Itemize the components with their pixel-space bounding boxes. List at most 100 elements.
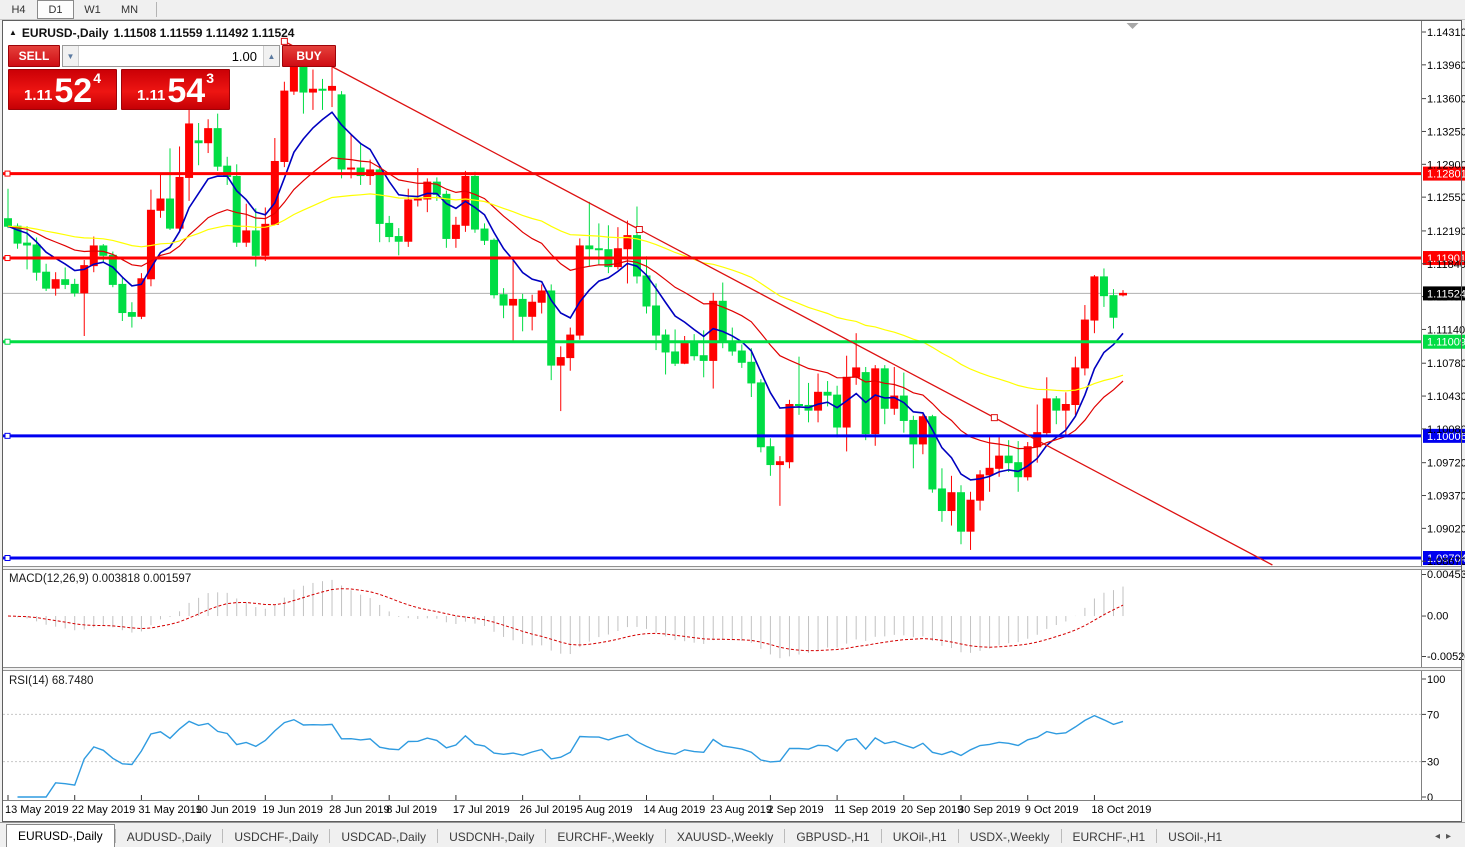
buy-price-main: 54 xyxy=(167,72,206,111)
chart-tab-xauusd-weekly[interactable]: XAUUSD-,Weekly xyxy=(676,830,774,844)
chart-tab-audusd-daily[interactable]: AUDUSD-,Daily xyxy=(126,830,212,844)
candle-body xyxy=(947,492,956,512)
candle-body xyxy=(995,455,1004,469)
date-axis-label[interactable]: 9 Oct 2019 xyxy=(1025,804,1079,816)
trendline-handle[interactable] xyxy=(990,414,998,422)
sell-button[interactable]: SELL xyxy=(8,45,60,67)
rsi-axis-label: 30 xyxy=(1427,757,1439,769)
chart-tab-eurusd-daily[interactable]: EURUSD-,Daily xyxy=(6,824,115,847)
chart-tab-usdchf-daily[interactable]: USDCHF-,Daily xyxy=(234,830,319,844)
date-axis-label[interactable]: 11 Sep 2019 xyxy=(834,804,896,816)
chart-tab-gbpusd-h1[interactable]: GBPUSD-,H1 xyxy=(796,830,870,844)
candle-body xyxy=(394,236,403,242)
rsi-panel[interactable] xyxy=(3,713,1421,798)
date-axis-label[interactable]: 13 May 2019 xyxy=(5,804,69,816)
hline-handle[interactable] xyxy=(4,170,11,177)
candle-body xyxy=(175,176,184,229)
tab-scroll-arrows[interactable]: ◂▸ xyxy=(1435,831,1457,842)
date-axis-label[interactable]: 14 Aug 2019 xyxy=(644,804,706,816)
hline-handle[interactable] xyxy=(4,338,11,345)
hline-handle[interactable] xyxy=(4,255,11,262)
candle-body xyxy=(451,224,460,239)
candle-body xyxy=(232,175,241,243)
chart-tab-ukoil-h1[interactable]: UKOil-,H1 xyxy=(892,830,947,844)
candle-body xyxy=(566,334,575,359)
candle-body xyxy=(499,294,508,306)
chart-tab-usdcad-daily[interactable]: USDCAD-,Daily xyxy=(341,830,427,844)
date-axis-label[interactable]: 5 Aug 2019 xyxy=(577,804,633,816)
price-axis-label: 1.13600 xyxy=(1427,94,1465,106)
current-price-badge xyxy=(1423,286,1465,301)
date-axis-label[interactable]: 10 Jun 2019 xyxy=(196,804,257,816)
candle-body xyxy=(880,368,889,409)
chart-tab-eurchf-weekly[interactable]: EURCHF-,Weekly xyxy=(557,830,654,844)
hline-handle[interactable] xyxy=(4,555,11,562)
symbol-collapse-icon[interactable]: ▲ xyxy=(9,27,17,37)
date-axis-label[interactable]: 26 Jul 2019 xyxy=(520,804,577,816)
buy-button[interactable]: BUY xyxy=(282,45,336,67)
trendline-handle[interactable] xyxy=(635,226,643,234)
trendline-handle[interactable] xyxy=(280,37,288,45)
date-axis-label[interactable]: 20 Sep 2019 xyxy=(901,804,963,816)
candle-body xyxy=(518,298,527,317)
chart-tab-usoil-h1[interactable]: USOil-,H1 xyxy=(1168,830,1223,844)
candle-body xyxy=(766,446,775,466)
candle-body xyxy=(127,312,136,317)
candle-body xyxy=(404,199,413,242)
date-axis-label[interactable]: 18 Oct 2019 xyxy=(1091,804,1151,816)
candle-body xyxy=(194,140,203,144)
date-axis-label[interactable]: 8 Jul 2019 xyxy=(386,804,437,816)
candle-body xyxy=(356,167,365,177)
macd-panel[interactable] xyxy=(7,579,1124,659)
timeframe-button-mn[interactable]: MN xyxy=(120,3,139,16)
buy-price-panel[interactable]: 1.11 54 3 xyxy=(121,69,230,110)
candle-body xyxy=(118,283,127,314)
candle-body xyxy=(594,248,603,251)
candle-body xyxy=(661,334,670,353)
descending-trendline[interactable] xyxy=(284,40,1273,566)
candle-body xyxy=(89,245,98,267)
tab-scroll-right-icon: ▸ xyxy=(1445,831,1457,842)
candle-body xyxy=(413,198,422,201)
date-axis-label[interactable]: 31 May 2019 xyxy=(138,804,202,816)
date-axis-label[interactable]: 22 May 2019 xyxy=(72,804,136,816)
rsi-axis-label: 100 xyxy=(1427,674,1445,686)
rsi-line xyxy=(17,714,1124,798)
timeframe-button-w1[interactable]: W1 xyxy=(84,3,101,16)
date-axis-label[interactable]: 28 Jun 2019 xyxy=(329,804,390,816)
volume-increase-icon[interactable]: ▲ xyxy=(263,46,279,66)
timeframe-button-d1[interactable]: D1 xyxy=(37,0,74,19)
one-click-trading-widget: SELL ▼ ▲ BUY 1.11 52 4 1.11 54 3 xyxy=(8,45,336,110)
chart-tab-usdx-weekly[interactable]: USDX-,Weekly xyxy=(969,830,1050,844)
timeframe-toolbar: H4 D1 W1 MN xyxy=(0,0,1465,20)
volume-decrease-icon[interactable]: ▼ xyxy=(63,46,79,66)
candle-body xyxy=(70,283,79,294)
date-axis-label[interactable]: 30 Sep 2019 xyxy=(958,804,1020,816)
sell-price-panel[interactable]: 1.11 52 4 xyxy=(8,69,117,110)
volume-input[interactable] xyxy=(79,46,263,66)
tab-separator xyxy=(664,829,666,843)
price-axis-label: 1.10780 xyxy=(1427,358,1465,370)
chart-tab-eurchf-h1[interactable]: EURCHF-,H1 xyxy=(1072,830,1146,844)
hline-axis-badge xyxy=(1423,428,1465,443)
timeframe-button-h4[interactable]: H4 xyxy=(11,3,26,16)
candle-body xyxy=(1090,276,1099,321)
hline-handle[interactable] xyxy=(4,432,11,439)
candle-body xyxy=(204,128,213,144)
candle-body xyxy=(775,461,784,466)
date-axis-label[interactable]: 23 Aug 2019 xyxy=(710,804,772,816)
moving-average-slow xyxy=(7,193,1124,392)
candle-body xyxy=(985,467,994,476)
candle-body xyxy=(318,88,327,91)
svg-text:1.11901: 1.11901 xyxy=(1427,253,1465,265)
chart-tab-usdcnh-daily[interactable]: USDCNH-,Daily xyxy=(449,830,535,844)
candle-body xyxy=(652,305,661,336)
date-axis-label[interactable]: 19 Jun 2019 xyxy=(262,804,323,816)
date-axis-label[interactable]: 2 Sep 2019 xyxy=(767,804,823,816)
svg-text:1.12801: 1.12801 xyxy=(1427,169,1465,181)
candle-body xyxy=(51,279,60,289)
date-axis-label[interactable]: 17 Jul 2019 xyxy=(453,804,510,816)
price-panel[interactable] xyxy=(3,49,1421,550)
candle-body xyxy=(890,395,899,409)
